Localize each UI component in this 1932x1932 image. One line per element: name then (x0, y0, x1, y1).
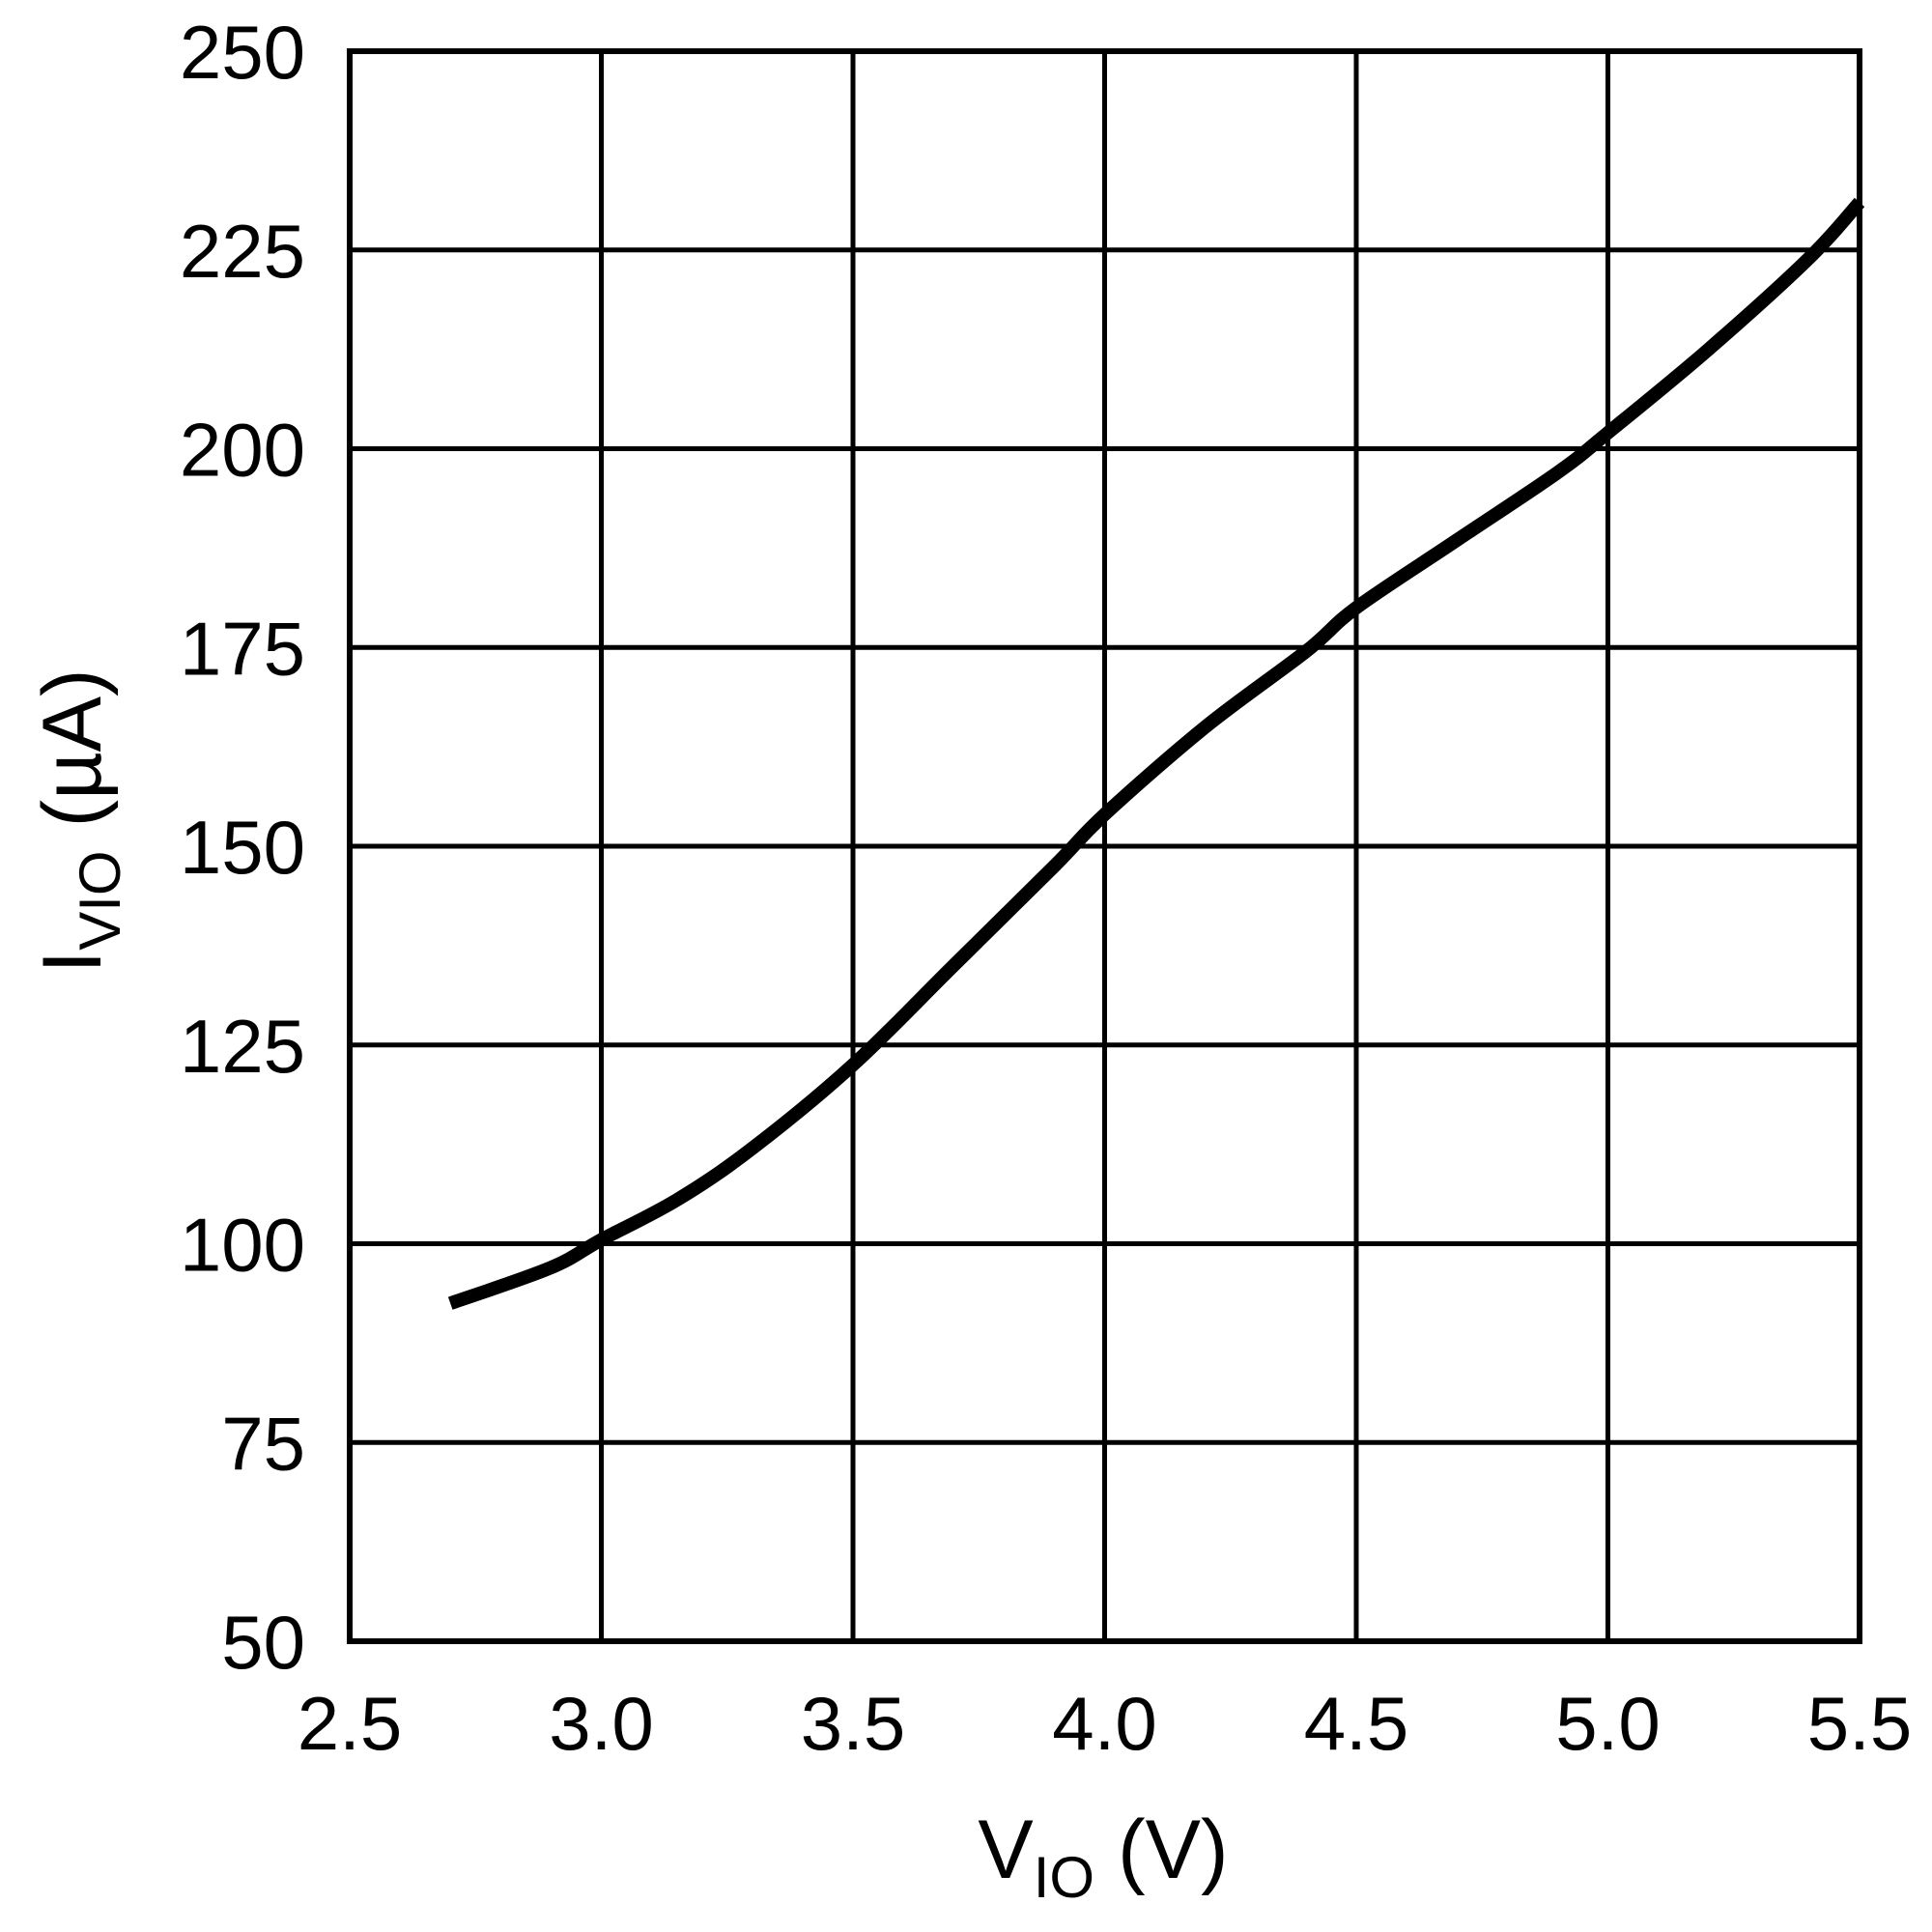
x-tick-label: 5.0 (1555, 1681, 1660, 1766)
y-tick-label: 50 (221, 1600, 305, 1685)
x-tick-label: 3.5 (801, 1681, 905, 1766)
y-tick-label: 225 (180, 209, 305, 294)
y-tick-label: 175 (180, 606, 305, 691)
y-tick-label: 100 (180, 1203, 305, 1288)
grid-lines (347, 48, 1862, 1644)
y-tick-label: 75 (221, 1401, 305, 1486)
series-line (447, 197, 1865, 1310)
y-tick-label: 150 (180, 805, 305, 890)
y-tick-labels: 50 75 100 125 150 175 200 225 250 (180, 10, 305, 1685)
plot-frame (347, 48, 1862, 1644)
y-axis-label-main: I (26, 951, 119, 974)
x-tick-labels: 2.5 3.0 3.5 4.0 4.5 5.0 5.5 (298, 1681, 1912, 1766)
y-tick-label: 250 (180, 10, 305, 95)
x-tick-label: 5.5 (1807, 1681, 1912, 1766)
x-tick-label: 3.0 (549, 1681, 653, 1766)
y-tick-label: 200 (180, 408, 305, 493)
y-axis-label: IVIO (µA) (26, 668, 132, 973)
x-tick-label: 2.5 (298, 1681, 402, 1766)
y-tick-label: 125 (180, 1004, 305, 1089)
x-tick-label: 4.0 (1052, 1681, 1156, 1766)
x-axis-label-sub: IO (1034, 1845, 1094, 1910)
y-axis-label-unit: (µA) (26, 668, 119, 850)
x-axis-label-unit: (V) (1094, 1804, 1229, 1896)
x-axis-label-main: V (978, 1804, 1033, 1896)
x-tick-label: 4.5 (1304, 1681, 1408, 1766)
x-axis-label: VIO (V) (978, 1804, 1228, 1910)
y-axis-label-sub: VIO (68, 850, 132, 950)
